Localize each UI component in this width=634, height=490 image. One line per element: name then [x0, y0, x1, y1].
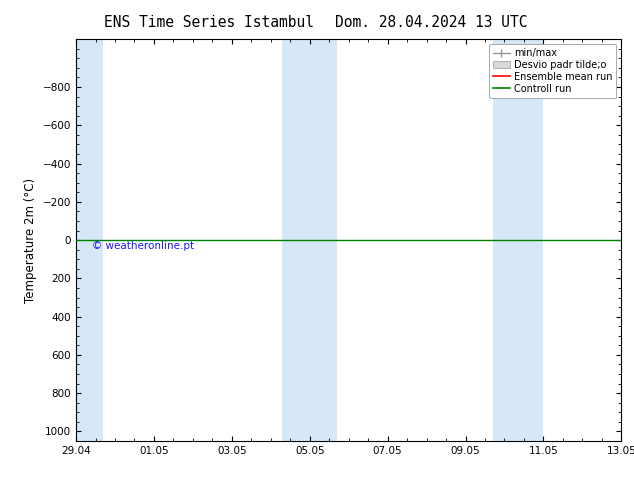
Bar — [283, 39, 310, 441]
Text: ENS Time Series Istambul: ENS Time Series Istambul — [104, 15, 314, 30]
Y-axis label: Temperature 2m (°C): Temperature 2m (°C) — [24, 177, 37, 303]
Bar — [516, 39, 543, 441]
Bar — [493, 39, 516, 441]
Text: © weatheronline.pt: © weatheronline.pt — [93, 241, 195, 251]
Text: Dom. 28.04.2024 13 UTC: Dom. 28.04.2024 13 UTC — [335, 15, 527, 30]
Legend: min/max, Desvio padr tilde;o, Ensemble mean run, Controll run: min/max, Desvio padr tilde;o, Ensemble m… — [489, 44, 616, 98]
Bar — [310, 39, 337, 441]
Bar — [76, 39, 103, 441]
